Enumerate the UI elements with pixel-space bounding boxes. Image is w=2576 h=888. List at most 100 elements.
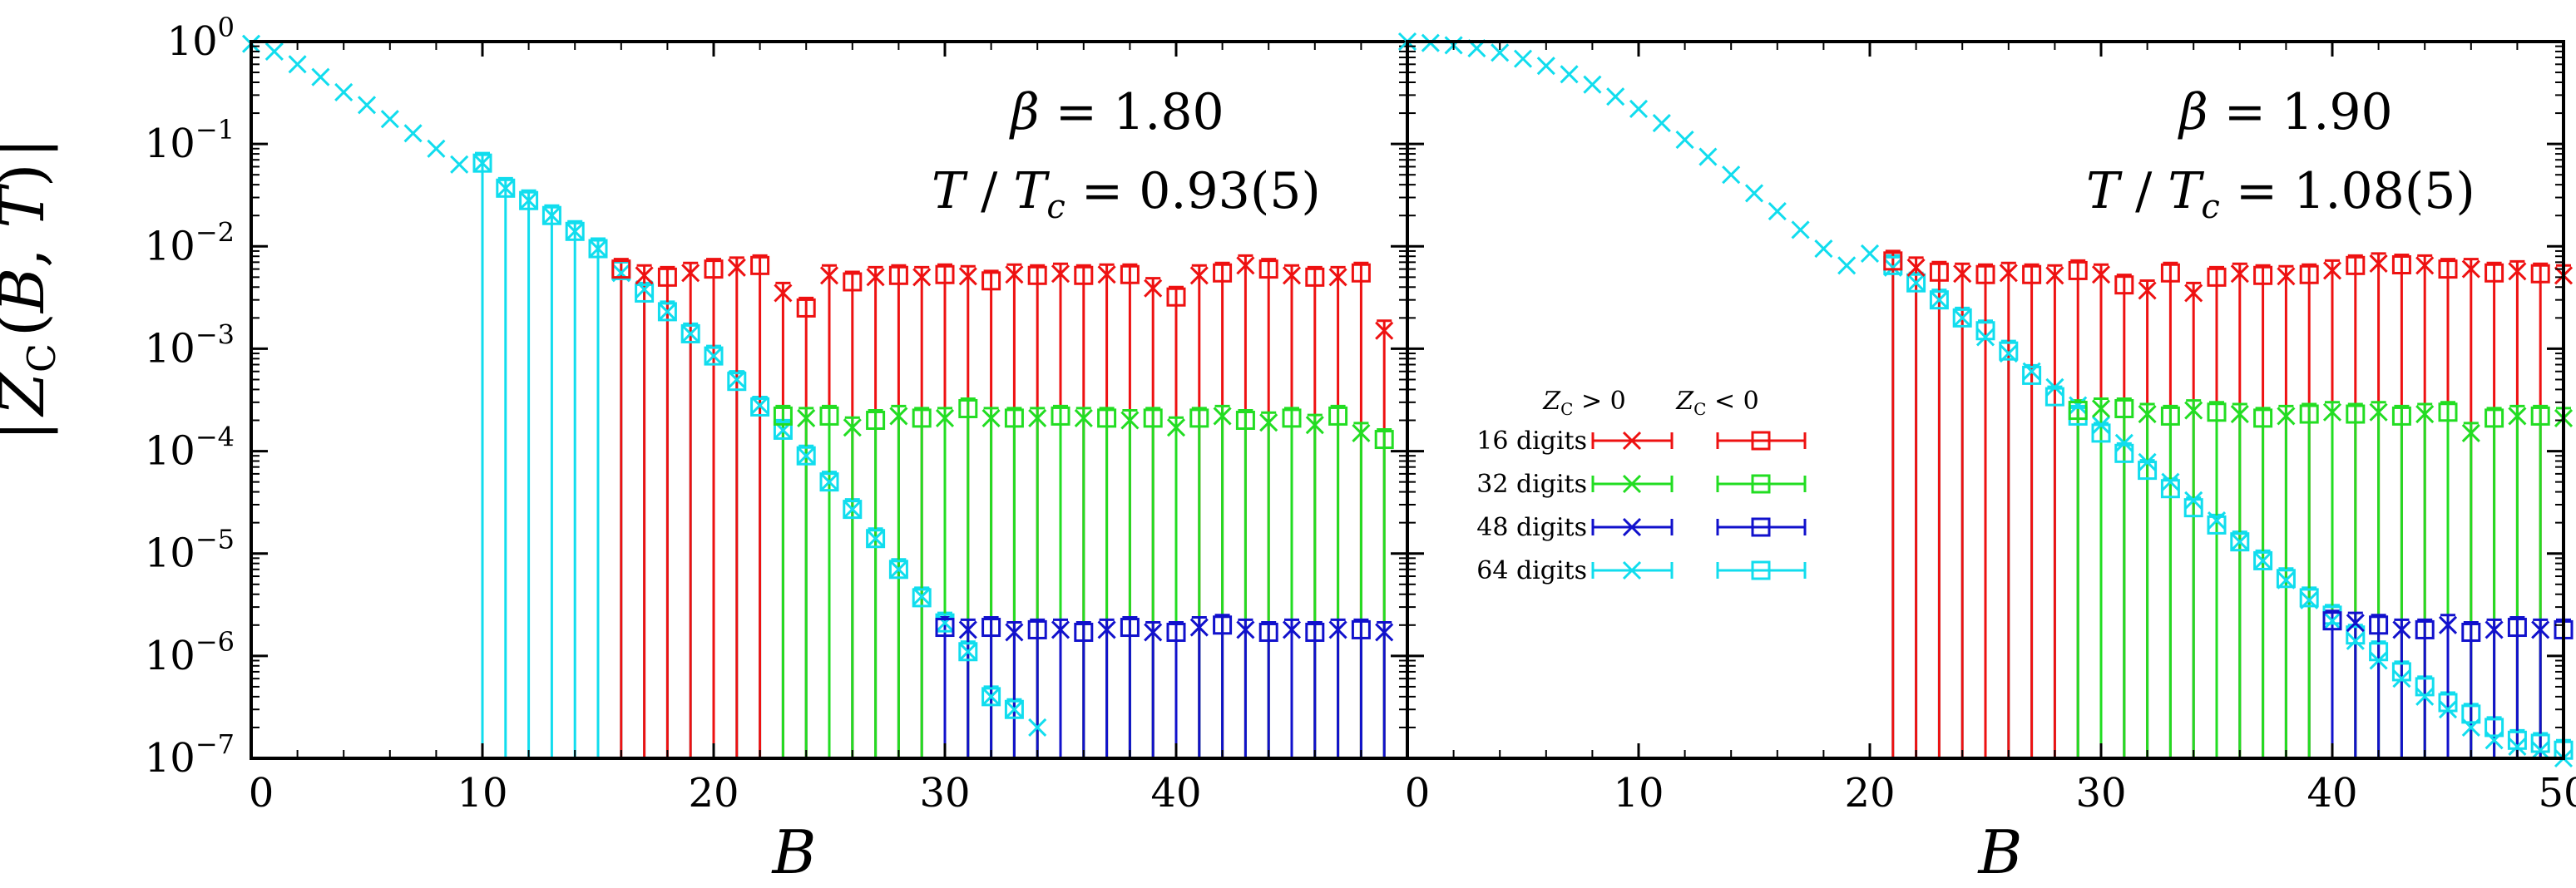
data-point-b (1906, 274, 1926, 293)
data-point (2438, 259, 2458, 279)
data-point-b (1051, 620, 1070, 639)
data-point (2391, 406, 2411, 426)
data-point-b (958, 620, 977, 639)
data-point-b (819, 472, 839, 491)
data-point (2299, 588, 2319, 608)
data-point (796, 298, 816, 318)
data-point (1883, 251, 1903, 271)
y-tick-label: 10−4 (145, 422, 235, 475)
data-point (2530, 406, 2550, 426)
data-point-b (403, 124, 423, 143)
data-point-b (866, 268, 885, 287)
data-point-b (681, 264, 700, 283)
data-point (912, 588, 932, 608)
data-point (2022, 365, 2042, 385)
legend-marker-positive-b (1622, 431, 1642, 451)
data-point (866, 529, 886, 549)
data-point-b (288, 55, 307, 74)
y-tick-label: 10−2 (145, 216, 235, 269)
data-point-b (1028, 718, 1047, 737)
data-point (1258, 259, 1278, 279)
data-point-b (912, 587, 932, 606)
data-point-b (1120, 411, 1140, 430)
x-tick-label: 0 (249, 770, 274, 816)
data-point (519, 190, 539, 210)
data-point (888, 560, 908, 580)
data-point (773, 406, 793, 426)
data-point (1027, 265, 1047, 285)
data-point (1929, 262, 1949, 282)
data-point (888, 265, 908, 285)
data-point-b (1536, 57, 1555, 76)
data-point (2391, 662, 2411, 682)
data-point-b (2508, 737, 2527, 757)
y-tick-label: 10−3 (145, 318, 235, 372)
legend-label: 16 digits (1476, 427, 1587, 456)
data-point (1282, 408, 1302, 428)
data-point-b (2415, 687, 2435, 706)
data-point-b (2230, 264, 2249, 284)
svg-text:|ZC(B, T)|: |ZC(B, T)| (0, 137, 64, 441)
data-point-b (1005, 265, 1024, 284)
data-point (843, 500, 863, 520)
data-point-b (2531, 620, 2550, 639)
legend-header-positive: ZC > 0 (1542, 387, 1625, 419)
legend-header-negative: ZC < 0 (1675, 387, 1758, 419)
data-point-b (2091, 265, 2111, 284)
data-point (2530, 733, 2550, 753)
data-point (657, 302, 677, 322)
data-point-b (889, 560, 908, 579)
data-point (1097, 408, 1117, 428)
data-point-b (1282, 266, 1302, 285)
data-point (2346, 404, 2366, 424)
data-point-b (1906, 258, 1926, 277)
data-point-b (819, 266, 839, 285)
data-point-b (958, 642, 977, 661)
data-point-b (1953, 308, 1972, 328)
y-tick-label: 10−5 (145, 524, 235, 577)
data-point-b (1236, 256, 1255, 275)
data-point-b (265, 42, 284, 61)
data-point (2044, 387, 2064, 407)
data-point (2369, 615, 2389, 635)
svg-text:β = 1.90: β = 1.90 (2178, 83, 2393, 141)
data-point (1213, 263, 1233, 283)
data-point-b (2184, 401, 2203, 420)
data-point-b (542, 206, 561, 225)
data-point-b (1860, 244, 1880, 264)
data-point (866, 411, 886, 431)
data-point-b (935, 614, 955, 633)
data-point-b (2069, 396, 2088, 415)
y-tick-label: 100 (167, 12, 235, 65)
data-point (2091, 423, 2111, 443)
data-point-b (2184, 284, 2203, 303)
data-point-b (588, 239, 608, 259)
data-point (2485, 408, 2504, 428)
data-point-b (2346, 614, 2365, 633)
data-point (2160, 406, 2180, 426)
data-point (958, 642, 978, 662)
data-point-b (1768, 202, 1787, 221)
data-point-b (889, 407, 908, 426)
x-tick-label: 30 (919, 770, 970, 816)
data-point-b (1236, 620, 1255, 639)
data-point (1906, 273, 1926, 293)
x-tick-label: 20 (1844, 770, 1895, 816)
data-point-b (2369, 254, 2388, 273)
data-point (1952, 308, 1972, 328)
data-point (2183, 498, 2203, 518)
data-point (819, 472, 839, 492)
data-point-b (1722, 165, 1741, 185)
data-point (2299, 404, 2319, 424)
data-point (588, 239, 608, 259)
data-point (2346, 625, 2366, 645)
data-point-b (1189, 618, 1209, 637)
data-point (2346, 255, 2366, 275)
data-point-b (380, 110, 399, 129)
data-point-b (1583, 75, 1602, 94)
data-point-b (1491, 43, 1510, 62)
data-point-b (2531, 741, 2550, 760)
data-point (750, 397, 770, 417)
data-point (912, 408, 932, 428)
